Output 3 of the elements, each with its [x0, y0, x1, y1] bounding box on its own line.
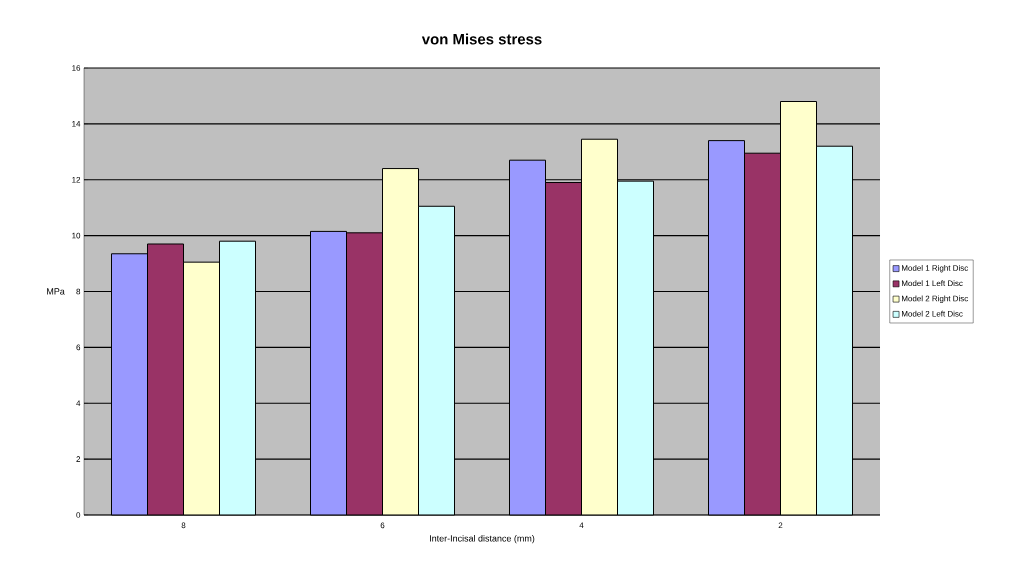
x-axis-title: Inter-Incisal distance (mm)	[430, 534, 535, 544]
y-axis-title: MPa	[47, 288, 65, 295]
chart-title: von Mises stress	[421, 33, 542, 45]
